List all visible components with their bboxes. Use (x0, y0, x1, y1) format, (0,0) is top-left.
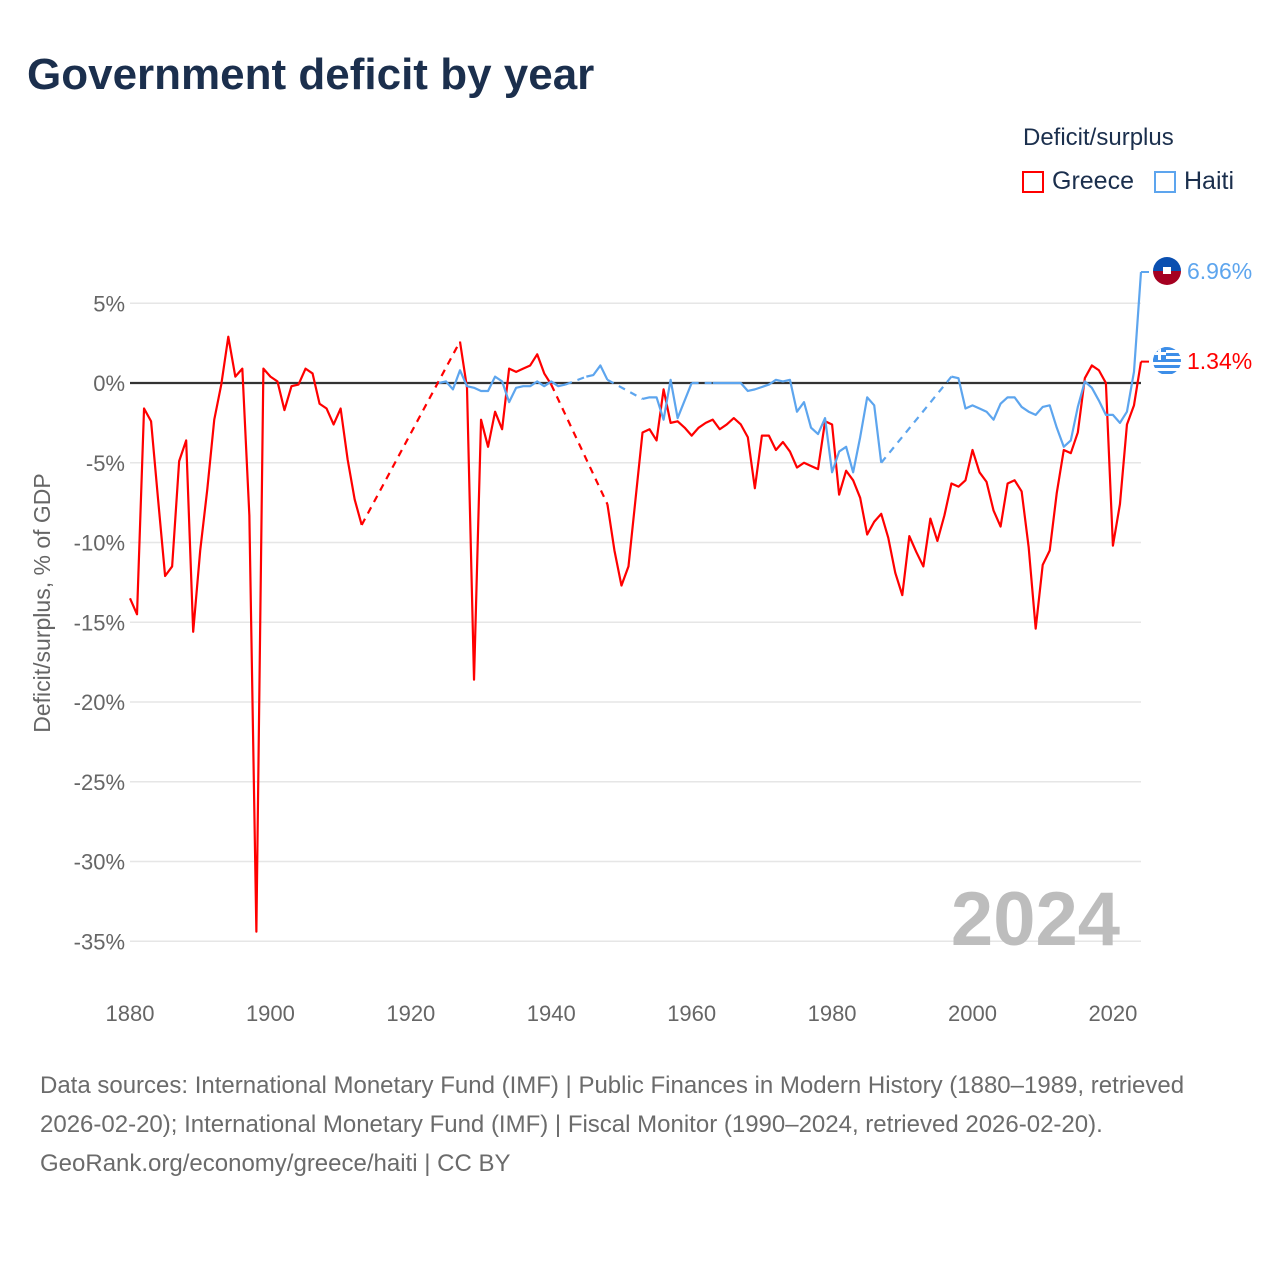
greece-gap-connector (550, 384, 609, 505)
line-chart: 5% 0% -5% -10% -15% -20% -25% -30% -35% 1880 1900 1… (29, 257, 1252, 1026)
x-tick-label: 2000 (948, 1001, 997, 1026)
haiti-series-line (712, 378, 883, 474)
greece-flag-icon (1153, 347, 1181, 375)
legend-label-haiti: Haiti (1184, 167, 1235, 195)
data-sources-note: Data sources: International Monetary Fun… (40, 1072, 1185, 1138)
legend-item-greece[interactable]: Greece (1022, 167, 1134, 196)
haiti-series-line (438, 369, 566, 404)
y-tick-label: -25% (74, 770, 125, 795)
y-tick-label: -20% (74, 690, 125, 715)
x-tick-label: 1880 (106, 1001, 155, 1026)
haiti-series-line (951, 271, 1143, 448)
y-tick-label: -35% (74, 929, 125, 954)
year-watermark: 2024 (951, 877, 1120, 962)
y-tick-label: -30% (74, 850, 125, 875)
legend-swatch-greece (1022, 170, 1044, 193)
x-tick-label: 1980 (808, 1001, 857, 1026)
haiti-gap-connector (880, 375, 953, 464)
credit-link[interactable]: GeoRank.org/economy/greece/haiti | CC BY (40, 1150, 511, 1177)
y-tick-label: -15% (74, 610, 125, 635)
x-tick-label: 2020 (1088, 1001, 1137, 1026)
y-tick-label: -5% (86, 451, 125, 476)
legend-item-haiti[interactable]: Haiti (1154, 167, 1234, 196)
chart-title: Government deficit by year (27, 50, 595, 99)
haiti-end-marker: 6.96% (1153, 257, 1252, 285)
legend-title: Deficit/surplus (1023, 124, 1174, 151)
haiti-series-line (586, 364, 609, 381)
legend-label-greece: Greece (1052, 167, 1134, 195)
legend-swatch-haiti (1154, 170, 1176, 193)
greece-series-line (128, 335, 363, 933)
x-tick-label: 1900 (246, 1001, 295, 1026)
haiti-gap-connector (606, 378, 644, 400)
greece-series-line (606, 361, 1143, 630)
greece-end-marker: 1.34% (1153, 347, 1252, 375)
y-axis-title: Deficit/surplus, % of GDP (29, 473, 55, 732)
y-tick-label: 5% (93, 291, 125, 316)
greece-gap-connector (360, 341, 461, 526)
haiti-gap-connector (564, 375, 587, 386)
haiti-end-value: 6.96% (1187, 258, 1252, 284)
footer: Data sources: International Monetary Fun… (40, 1066, 1240, 1183)
x-tick-label: 1960 (667, 1001, 716, 1026)
greece-end-value: 1.34% (1187, 348, 1252, 374)
greece-series-line (458, 341, 553, 681)
y-tick-label: -10% (74, 531, 125, 556)
haiti-flag-icon (1153, 257, 1181, 285)
haiti-series-line (642, 378, 693, 421)
x-tick-label: 1920 (386, 1001, 435, 1026)
y-tick-label: 0% (93, 371, 125, 396)
x-tick-label: 1940 (527, 1001, 576, 1026)
